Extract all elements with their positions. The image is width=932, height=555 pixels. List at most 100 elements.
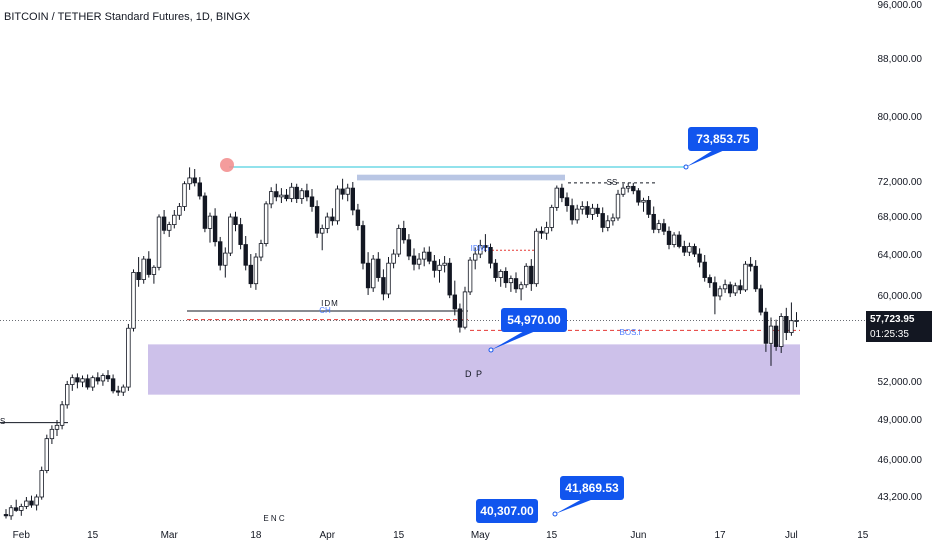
- y-tick-label: 64,000.00: [878, 250, 923, 261]
- candle-body: [131, 272, 136, 329]
- candle-body: [646, 199, 651, 215]
- candle-body: [717, 288, 723, 297]
- x-tick-label: Apr: [320, 530, 336, 541]
- callout-anchor: [488, 347, 494, 353]
- candle-body: [253, 256, 259, 285]
- candle-body: [75, 377, 80, 383]
- y-tick-label: 88,000.00: [878, 54, 923, 65]
- candle-body: [590, 207, 595, 215]
- levels-layer: [0, 166, 866, 424]
- candle-body: [416, 258, 422, 265]
- candle-body: [585, 206, 590, 215]
- candle-body: [437, 264, 442, 271]
- candle-body: [498, 270, 503, 278]
- candle-body: [789, 320, 794, 333]
- candle-body: [156, 216, 162, 268]
- candle-body: [432, 260, 437, 271]
- candle-body: [779, 316, 784, 347]
- candle-body: [503, 270, 508, 284]
- candle-body: [44, 438, 49, 471]
- x-tick-label: 15: [87, 530, 99, 541]
- annotation-bos-i: BOS.i: [620, 328, 641, 337]
- candle-body: [330, 216, 335, 222]
- candle-body: [268, 191, 274, 205]
- callout-pointer: [555, 498, 596, 514]
- candle-body: [794, 320, 799, 322]
- candle-body: [651, 213, 656, 230]
- candle-body: [488, 246, 493, 264]
- candle-body: [24, 500, 29, 507]
- candle-body: [54, 424, 60, 430]
- candle-body: [274, 191, 279, 198]
- candle-body: [228, 216, 233, 254]
- callout-label: 41,869.53: [565, 481, 619, 495]
- candle-body: [518, 284, 524, 290]
- candle-body: [212, 215, 218, 243]
- candle-body: [738, 285, 743, 291]
- candle-body: [65, 384, 70, 406]
- last-price-tag: 57,723.95 01:25:35: [866, 311, 932, 342]
- candle-body: [355, 209, 361, 226]
- high-marker: [220, 158, 234, 172]
- candle-body: [391, 253, 396, 264]
- candle-body: [279, 194, 284, 198]
- y-tick-label: 72,000.00: [878, 177, 923, 188]
- candle-body: [376, 258, 381, 278]
- candle-body: [345, 187, 350, 195]
- candle-body: [299, 190, 304, 200]
- candle-body: [182, 183, 187, 207]
- candle-body: [733, 285, 738, 294]
- candle-body: [508, 278, 514, 284]
- y-tick-label: 96,000.00: [878, 0, 923, 11]
- candle-body: [478, 245, 483, 255]
- candle-body: [697, 253, 702, 263]
- candle-body: [631, 185, 636, 192]
- last-price-value: 57,723.95: [870, 314, 915, 325]
- candle-body: [238, 224, 243, 245]
- x-tick-label: Mar: [161, 530, 179, 541]
- candle-body: [462, 291, 468, 328]
- candle-body: [610, 217, 616, 222]
- price-callout[interactable]: 54,970.00: [488, 308, 567, 353]
- candle-body: [559, 187, 565, 199]
- candle-body: [284, 194, 289, 200]
- candle-body: [728, 284, 733, 294]
- annotation-idm: IDM: [321, 299, 339, 308]
- x-tick-label: May: [471, 530, 490, 541]
- candle-body: [620, 187, 626, 195]
- price-callout[interactable]: 40,307.00: [476, 499, 538, 523]
- candle-body: [289, 186, 294, 200]
- candle-body: [100, 375, 106, 382]
- candle-body: [360, 225, 366, 264]
- candle-body: [197, 182, 202, 197]
- price-callout[interactable]: 41,869.53: [552, 476, 624, 517]
- candle-body: [187, 177, 192, 185]
- candle-body: [768, 325, 774, 344]
- price-callout[interactable]: 73,853.75: [683, 127, 758, 170]
- candle-body: [763, 311, 769, 344]
- candle-body: [748, 263, 753, 267]
- candle-body: [294, 186, 299, 200]
- candle-body: [677, 234, 682, 247]
- candle-body: [3, 514, 9, 517]
- candle-body: [529, 265, 534, 285]
- candle-body: [70, 377, 75, 385]
- candle-body: [564, 197, 570, 207]
- candle-body: [202, 195, 208, 229]
- candle-body: [554, 187, 559, 208]
- y-tick-label: 68,000.00: [878, 212, 923, 223]
- callouts-layer[interactable]: 73,853.75 54,970.00 41,869.53 40,307.00: [476, 127, 758, 523]
- candle-body: [707, 277, 712, 284]
- candles-layer: [3, 167, 799, 520]
- candle-body: [401, 227, 406, 241]
- candle-body: [80, 378, 85, 383]
- candle-body: [116, 390, 121, 393]
- annotation-s: S: [0, 417, 5, 426]
- candle-body: [661, 223, 667, 232]
- callout-box: [560, 476, 624, 500]
- y-axis: 96,000.00 88,000.00 80,000.00 72,000.00 68,0…: [878, 0, 923, 503]
- candle-body: [544, 227, 549, 234]
